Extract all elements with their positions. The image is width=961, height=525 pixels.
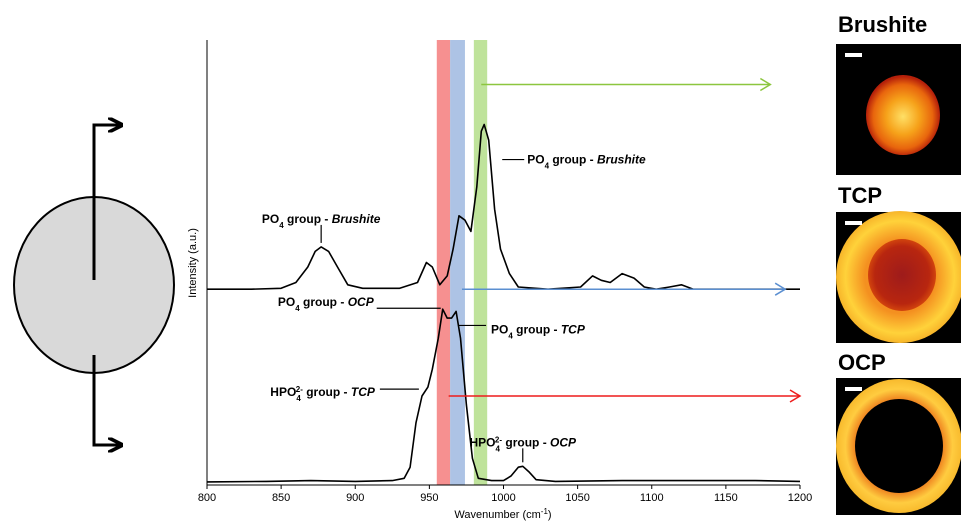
annotation-group-text: group - bbox=[549, 153, 597, 167]
band-arrow-head bbox=[774, 282, 787, 296]
band-arrows bbox=[448, 77, 802, 403]
band-arrow-1 bbox=[461, 282, 787, 296]
annotation-phase: OCP bbox=[550, 435, 577, 449]
map-title-tcp: TCP bbox=[838, 183, 882, 208]
annotation-superscript: 2- bbox=[296, 385, 303, 394]
scale-bar bbox=[845, 53, 862, 57]
annotation-group-text: group - bbox=[502, 435, 550, 449]
downward-path-arrow bbox=[92, 355, 120, 445]
map-tcp bbox=[836, 211, 961, 343]
peak-annotation-5: HPO42- group - OCP bbox=[469, 435, 577, 463]
annotation-group-text: group - bbox=[300, 295, 348, 309]
map-ocp bbox=[836, 378, 961, 515]
annotation-subscript: 4 bbox=[295, 304, 300, 313]
x-tick-label: 950 bbox=[420, 492, 438, 504]
spectrum-line-0 bbox=[207, 123, 800, 290]
annotation-label: HPO42- group - TCP bbox=[270, 385, 376, 403]
annotation-formula: PO bbox=[278, 295, 295, 309]
annotation-formula: PO bbox=[527, 153, 544, 167]
map-title-ocp: OCP bbox=[838, 350, 886, 375]
annotation-phase: TCP bbox=[561, 322, 586, 336]
peak-annotation-0: PO4 group - Brushite bbox=[262, 212, 381, 243]
annotation-label: PO4 group - TCP bbox=[491, 322, 586, 340]
x-tick-labels: 800 850 900 950 1000 1050 1100 1150 1200 bbox=[198, 485, 812, 504]
y-axis-label: Intensity (a.u.) bbox=[187, 228, 199, 298]
sample-schematic bbox=[13, 125, 175, 445]
annotation-phase: Brushite bbox=[597, 153, 646, 167]
x-tick-label: 1000 bbox=[491, 492, 515, 504]
annotation-subscript: 4 bbox=[495, 444, 500, 453]
peak-annotation-1: PO4 group - Brushite bbox=[502, 153, 646, 171]
annotation-superscript: 2- bbox=[495, 435, 502, 444]
annotation-label: PO4 group - Brushite bbox=[527, 153, 646, 171]
peak-annotation-3: PO4 group - TCP bbox=[458, 322, 586, 340]
annotation-label: PO4 group - OCP bbox=[278, 295, 375, 313]
x-axis-label-sup: -1 bbox=[541, 507, 549, 516]
band-arrow-head bbox=[789, 389, 802, 403]
highlight-bands bbox=[436, 40, 488, 485]
annotation-subscript: 4 bbox=[296, 394, 301, 403]
scale-bar bbox=[845, 387, 862, 391]
peak-annotation-2: PO4 group - OCP bbox=[278, 295, 441, 313]
annotation-formula: PO bbox=[262, 212, 279, 226]
annotation-label: HPO42- group - OCP bbox=[469, 435, 577, 453]
chemical-maps: Brushite TCP OCP bbox=[836, 12, 961, 515]
x-axis-label-text: Wavenumber (cm bbox=[454, 509, 540, 521]
band-2 bbox=[473, 40, 488, 485]
band-arrow-0 bbox=[481, 77, 772, 92]
band-arrow-head bbox=[759, 77, 772, 92]
map-brushite bbox=[836, 44, 961, 175]
x-tick-label: 800 bbox=[198, 492, 216, 504]
band-1 bbox=[450, 40, 465, 485]
x-tick-label: 900 bbox=[346, 492, 364, 504]
annotation-phase: TCP bbox=[351, 385, 376, 399]
spectra bbox=[206, 123, 801, 483]
spectrum-line-1 bbox=[206, 308, 801, 483]
annotation-subscript: 4 bbox=[508, 331, 513, 340]
upward-path-arrow bbox=[92, 125, 120, 280]
x-axis-label-close: ) bbox=[548, 509, 552, 521]
annotation-group-text: group - bbox=[513, 322, 561, 336]
raman-spectrum-chart: 800 850 900 950 1000 1050 1100 1150 1200 PO4 gro… bbox=[187, 40, 812, 521]
annotation-phase: OCP bbox=[348, 295, 375, 309]
x-tick-label: 1150 bbox=[714, 492, 738, 504]
band-0 bbox=[436, 40, 451, 485]
annotation-group-text: group - bbox=[284, 212, 332, 226]
map-brushite-particle bbox=[866, 75, 940, 155]
x-tick-label: 1050 bbox=[565, 492, 589, 504]
map-ocp-hole bbox=[855, 399, 943, 493]
x-axis-label: Wavenumber (cm-1) bbox=[454, 507, 551, 522]
x-tick-label: 1100 bbox=[640, 492, 664, 504]
annotation-group-text: group - bbox=[303, 385, 351, 399]
annotation-formula: HPO bbox=[469, 435, 495, 449]
x-tick-label: 1200 bbox=[788, 492, 812, 504]
annotation-formula: PO bbox=[491, 322, 508, 336]
map-title-brushite: Brushite bbox=[838, 12, 927, 37]
annotation-subscript: 4 bbox=[545, 161, 550, 170]
annotation-formula: HPO bbox=[270, 385, 296, 399]
annotation-phase: Brushite bbox=[332, 212, 381, 226]
scale-bar bbox=[845, 221, 862, 225]
band-arrow-2 bbox=[448, 389, 802, 403]
x-tick-label: 850 bbox=[272, 492, 290, 504]
annotation-subscript: 4 bbox=[279, 220, 284, 229]
annotation-label: PO4 group - Brushite bbox=[262, 212, 381, 230]
map-tcp-core bbox=[868, 239, 936, 311]
peak-annotation-4: HPO42- group - TCP bbox=[270, 385, 419, 403]
